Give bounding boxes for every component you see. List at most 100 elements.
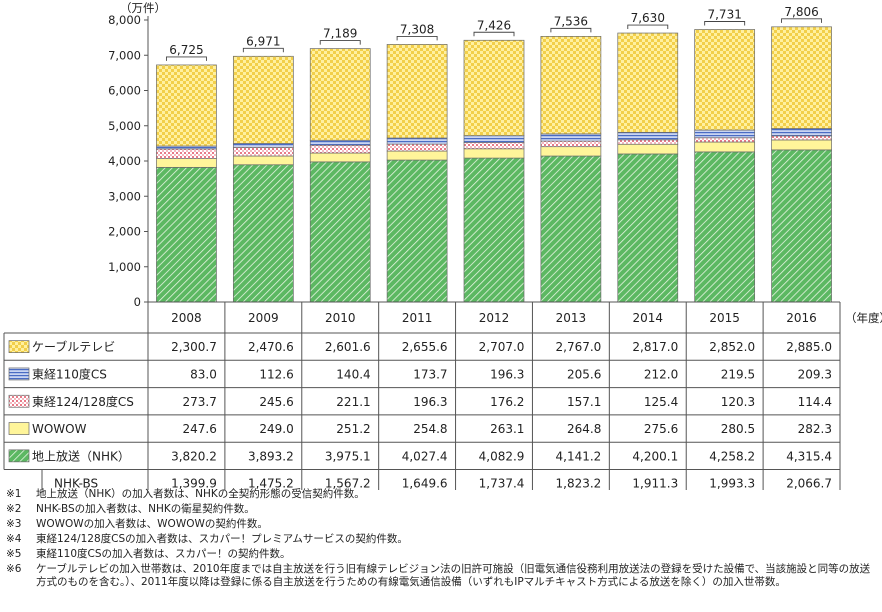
bar-segment: [463, 135, 525, 143]
bar-segment: [617, 153, 679, 303]
data-label: 2,300.7: [171, 340, 217, 354]
y-tick-label: 1,000: [108, 260, 141, 274]
y-tick-label: 6,000: [108, 84, 141, 98]
bar-segment: [771, 26, 832, 129]
footnote-text: 東経110度CSの加入者数は、スカパー！の契約件数。: [36, 548, 291, 560]
y-tick-label: 7,000: [108, 48, 141, 62]
bar-segment: [309, 139, 371, 146]
data-label: 83.0: [190, 367, 217, 381]
bar-segment: [771, 128, 832, 137]
bar-segment: [309, 152, 371, 163]
data-label: 4,258.2: [709, 449, 755, 463]
bar-segment: [463, 148, 525, 159]
footnote-number: ※3: [6, 518, 22, 530]
data-label: 1,993.3: [709, 477, 755, 490]
data-label: 114.4: [798, 395, 832, 409]
data-label: 219.5: [721, 367, 755, 381]
bar-segment: [232, 55, 294, 144]
footnote-number: ※4: [6, 533, 22, 545]
data-label: 245.6: [259, 395, 293, 409]
y-unit-label: （万件）: [120, 1, 166, 15]
total-label: 7,308: [400, 22, 434, 36]
bar-segment: [463, 157, 525, 303]
total-label: 7,630: [631, 11, 665, 25]
bar-segment: [232, 146, 294, 157]
bar-segment: [463, 39, 525, 137]
data-label: 1,399.9: [171, 477, 217, 490]
x-tick-label: 2009: [248, 311, 279, 325]
y-tick-label: 0: [134, 295, 141, 309]
data-label: 212.0: [644, 367, 678, 381]
x-tick-label: 2010: [325, 311, 356, 325]
data-label: 4,141.2: [556, 449, 602, 463]
footnote-text: 地上放送（NHK）の加入者数は、NHKの全契約形態の受信契約件数。: [36, 488, 365, 500]
bar-segment: [694, 29, 756, 131]
bar-segment: [617, 32, 679, 133]
data-label: 157.1: [567, 395, 601, 409]
data-label: 2,601.6: [325, 340, 371, 354]
data-label: 2,817.0: [632, 340, 678, 354]
y-tick-label: 2,000: [108, 225, 141, 239]
data-label: 209.3: [798, 367, 832, 381]
legend-label: ケーブルテレビ: [32, 339, 115, 354]
data-label: 196.3: [490, 367, 524, 381]
data-label: 273.7: [183, 395, 217, 409]
data-label: 205.6: [567, 367, 601, 381]
bar-segment: [309, 161, 371, 303]
total-label: 6,971: [246, 34, 280, 48]
total-bracket: [781, 18, 823, 23]
bar-segment: [386, 44, 448, 139]
data-label: 3,820.2: [171, 449, 217, 463]
bar-segment: [771, 149, 832, 303]
data-label: 2,852.0: [709, 340, 755, 354]
data-label: 3,975.1: [325, 449, 371, 463]
legend-swatch: [8, 340, 30, 353]
data-label: 2,885.0: [786, 340, 832, 354]
data-label: 1,823.2: [556, 477, 602, 490]
legend-swatch: [8, 449, 30, 463]
data-label: 1,649.6: [402, 477, 448, 490]
data-label: 254.8: [413, 422, 447, 436]
y-tick-label: 3,000: [108, 189, 141, 203]
data-label: 112.6: [259, 367, 293, 381]
bar-segment: [156, 158, 217, 168]
total-bracket: [704, 21, 746, 26]
total-label: 7,731: [707, 7, 741, 21]
data-label: 221.1: [336, 395, 370, 409]
bar-segment: [540, 133, 602, 142]
data-label: 282.3: [798, 422, 832, 436]
x-tick-label: 2013: [556, 311, 587, 325]
legend-swatch: [8, 367, 30, 381]
bar-segment: [156, 145, 217, 150]
x-tick-label: 2014: [633, 311, 664, 325]
x-tick-label: 2011: [402, 311, 433, 325]
legend-label: 東経124/128度CS: [32, 394, 134, 409]
bar-segment: [309, 48, 371, 141]
total-bracket: [473, 31, 515, 37]
data-label: 125.4: [644, 395, 678, 409]
data-label: 1,737.4: [479, 477, 525, 490]
total-label: 7,426: [477, 18, 511, 32]
data-label: 173.7: [413, 367, 447, 381]
bar-segment: [540, 155, 602, 303]
bar-segment: [617, 143, 679, 155]
footnote: ※2 NHK-BSの加入者数は、NHKの衛星契約件数。: [6, 503, 876, 516]
bar-segment: [386, 137, 448, 145]
y-tick-label: 8,000: [108, 13, 141, 27]
total-label: 6,725: [169, 43, 203, 57]
x-tick-label: 2015: [709, 311, 740, 325]
stacked-bar-chart: 0 1,000 2,000 3,000 4,000 5,000 6,000 7,000 8,00…: [3, 1, 882, 498]
footnote-text: 東経124/128度CSの加入者数は、スカパー！プレミアムサービスの契約件数。: [36, 533, 408, 545]
total-label: 7,536: [554, 14, 588, 28]
data-label: 4,082.9: [479, 449, 525, 463]
data-label: 4,200.1: [632, 449, 678, 463]
y-tick-label: 4,000: [108, 154, 141, 168]
data-label: 280.5: [721, 422, 755, 436]
bar-segment: [232, 155, 294, 166]
total-bracket: [396, 35, 438, 41]
x-tick-label: 2016: [786, 311, 817, 325]
footnote-text: ケーブルテレビの加入世帯数は、2010年度までは自主放送を行う旧有線テレビジョン…: [36, 563, 871, 588]
data-label: 249.0: [259, 422, 293, 436]
bar-segment: [540, 140, 602, 148]
data-label: 196.3: [413, 395, 447, 409]
